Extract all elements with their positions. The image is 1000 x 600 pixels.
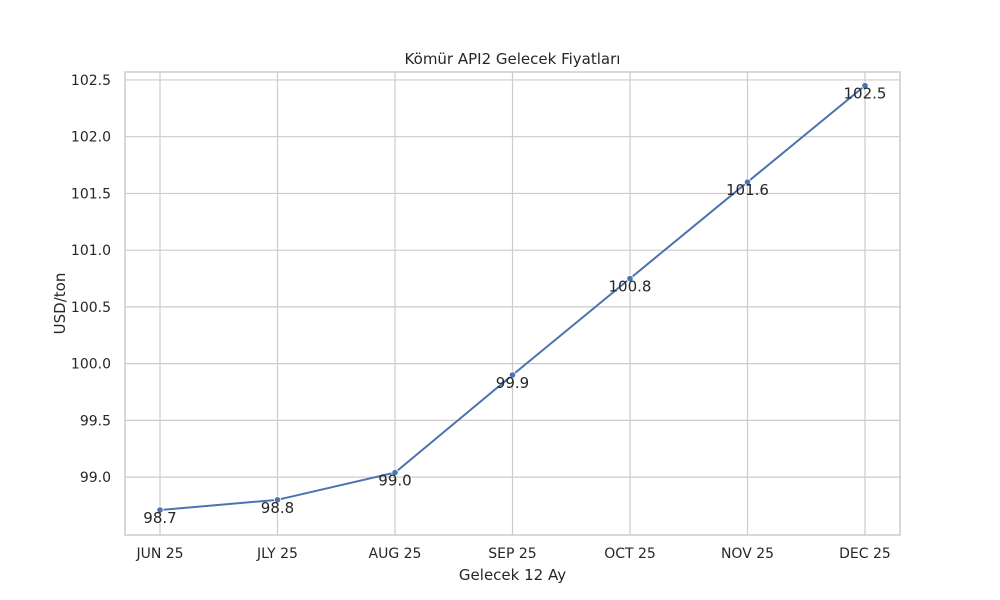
y-tick-label: 99.0	[80, 470, 111, 486]
x-tick-label: SEP 25	[488, 546, 536, 562]
x-gridlines	[159, 72, 866, 535]
y-tick-label: 99.5	[80, 413, 111, 429]
data-point	[273, 496, 282, 504]
data-label: 100.8	[609, 278, 652, 296]
data-label: 101.6	[726, 181, 769, 199]
y-tick-label: 101.0	[71, 243, 111, 259]
data-point	[861, 82, 869, 90]
y-tick-labels: 99.0 99.5 100.0 100.5 101.0 101.5 102.0 102.5	[71, 73, 111, 486]
plot-frame	[124, 71, 901, 536]
y-gridlines	[125, 79, 900, 478]
x-tick-label: OCT 25	[604, 546, 656, 562]
data-point	[743, 178, 752, 186]
y-tick-label: 100.0	[71, 357, 111, 373]
y-tick-label: 102.5	[71, 73, 111, 89]
y-tick-label: 102.0	[71, 130, 111, 146]
data-labels-group: 98.7 98.8 99.0 99.9 100.8 101.6 102.5	[143, 85, 886, 527]
data-point	[508, 371, 517, 379]
data-point	[156, 506, 164, 514]
data-label: 99.9	[496, 374, 529, 392]
x-tick-label: AUG 25	[369, 546, 422, 562]
x-axis-label: Gelecek 12 Ay	[459, 566, 566, 584]
data-label: 98.7	[143, 509, 176, 527]
series-group	[156, 82, 869, 514]
x-tick-label: JUN 25	[135, 546, 183, 562]
data-point	[391, 468, 399, 477]
y-axis-label: USD/ton	[51, 273, 69, 335]
x-tick-labels: JUN 25 JLY 25 AUG 25 SEP 25 OCT 25 NOV 25 DEC …	[135, 546, 890, 562]
x-tick-label: DEC 25	[839, 546, 891, 562]
data-label: 98.8	[261, 499, 294, 517]
x-tick-label: JLY 25	[256, 546, 298, 562]
chart-title: Kömür API2 Gelecek Fiyatları	[405, 50, 621, 68]
data-point	[626, 274, 634, 283]
x-tick-label: NOV 25	[721, 546, 774, 562]
data-label: 102.5	[844, 85, 887, 103]
data-label: 99.0	[378, 472, 411, 490]
y-tick-label: 101.5	[71, 186, 111, 202]
y-tick-label: 100.5	[71, 300, 111, 316]
